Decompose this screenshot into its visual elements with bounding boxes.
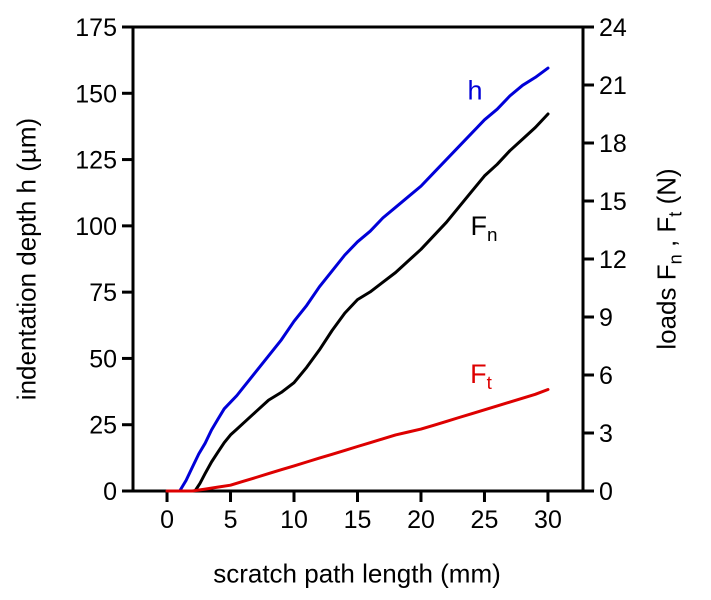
x-axis-tick-label: 25 — [471, 506, 499, 534]
y-right-title-sub-t: t — [665, 211, 686, 217]
y-axis-right-title: loads Fn , Ft (N) — [651, 168, 686, 349]
curve-label-ft-text: F — [470, 358, 487, 389]
y-right-tick-label: 18 — [599, 130, 627, 158]
y-left-tick-label: 75 — [89, 279, 117, 307]
y-left-tick-label: 100 — [75, 213, 117, 241]
y-right-tick-label: 24 — [599, 14, 627, 42]
curve-label-fn-text: F — [470, 210, 487, 241]
y-left-tick-label: 25 — [89, 412, 117, 440]
y-right-tick-label: 12 — [599, 246, 627, 274]
x-axis-title: scratch path length (mm) — [213, 558, 501, 589]
series-curve-fn — [165, 112, 550, 493]
y-left-tick-label: 0 — [103, 478, 117, 506]
y-right-tick-label: 0 — [599, 478, 613, 506]
y-left-tick-label: 175 — [75, 14, 117, 42]
curve-label-fn-sub: n — [486, 225, 498, 247]
curve-label-fn: Fn — [470, 211, 497, 247]
plot-frame — [131, 25, 585, 493]
y-axis-left-title-text: indentation depth h (µm) — [11, 117, 42, 401]
curve-label-h: h — [467, 76, 482, 107]
y-right-tick-label: 9 — [599, 304, 613, 332]
x-axis-tick-label: 20 — [407, 506, 435, 534]
series-curve-h — [165, 66, 550, 493]
x-axis-tick-label: 15 — [344, 506, 372, 534]
y-right-tick-label: 21 — [599, 72, 627, 100]
y-left-tick-label: 150 — [75, 80, 117, 108]
y-left-tick-label: 125 — [75, 147, 117, 175]
y-axis-left-title: indentation depth h (µm) — [12, 118, 43, 400]
y-right-title-pre: loads F — [651, 264, 682, 350]
curve-label-ft-sub: t — [486, 373, 492, 395]
y-right-tick-label: 15 — [599, 188, 627, 216]
x-axis-tick-label: 10 — [280, 506, 308, 534]
y-left-tick-label: 50 — [89, 345, 117, 373]
series-curve-ft — [165, 388, 550, 493]
y-right-tick-label: 6 — [599, 362, 613, 390]
curve-label-ft: Ft — [470, 359, 492, 395]
x-axis-tick-label: 0 — [160, 506, 174, 534]
y-right-title-sub-n: n — [665, 254, 686, 265]
curve-label-h-text: h — [467, 75, 483, 106]
x-axis-tick-label: 5 — [224, 506, 238, 534]
y-right-title-post: (N) — [651, 168, 682, 212]
x-axis-tick-label: 30 — [534, 506, 562, 534]
y-right-title-mid: , F — [651, 216, 682, 255]
y-right-tick-label: 3 — [599, 420, 613, 448]
